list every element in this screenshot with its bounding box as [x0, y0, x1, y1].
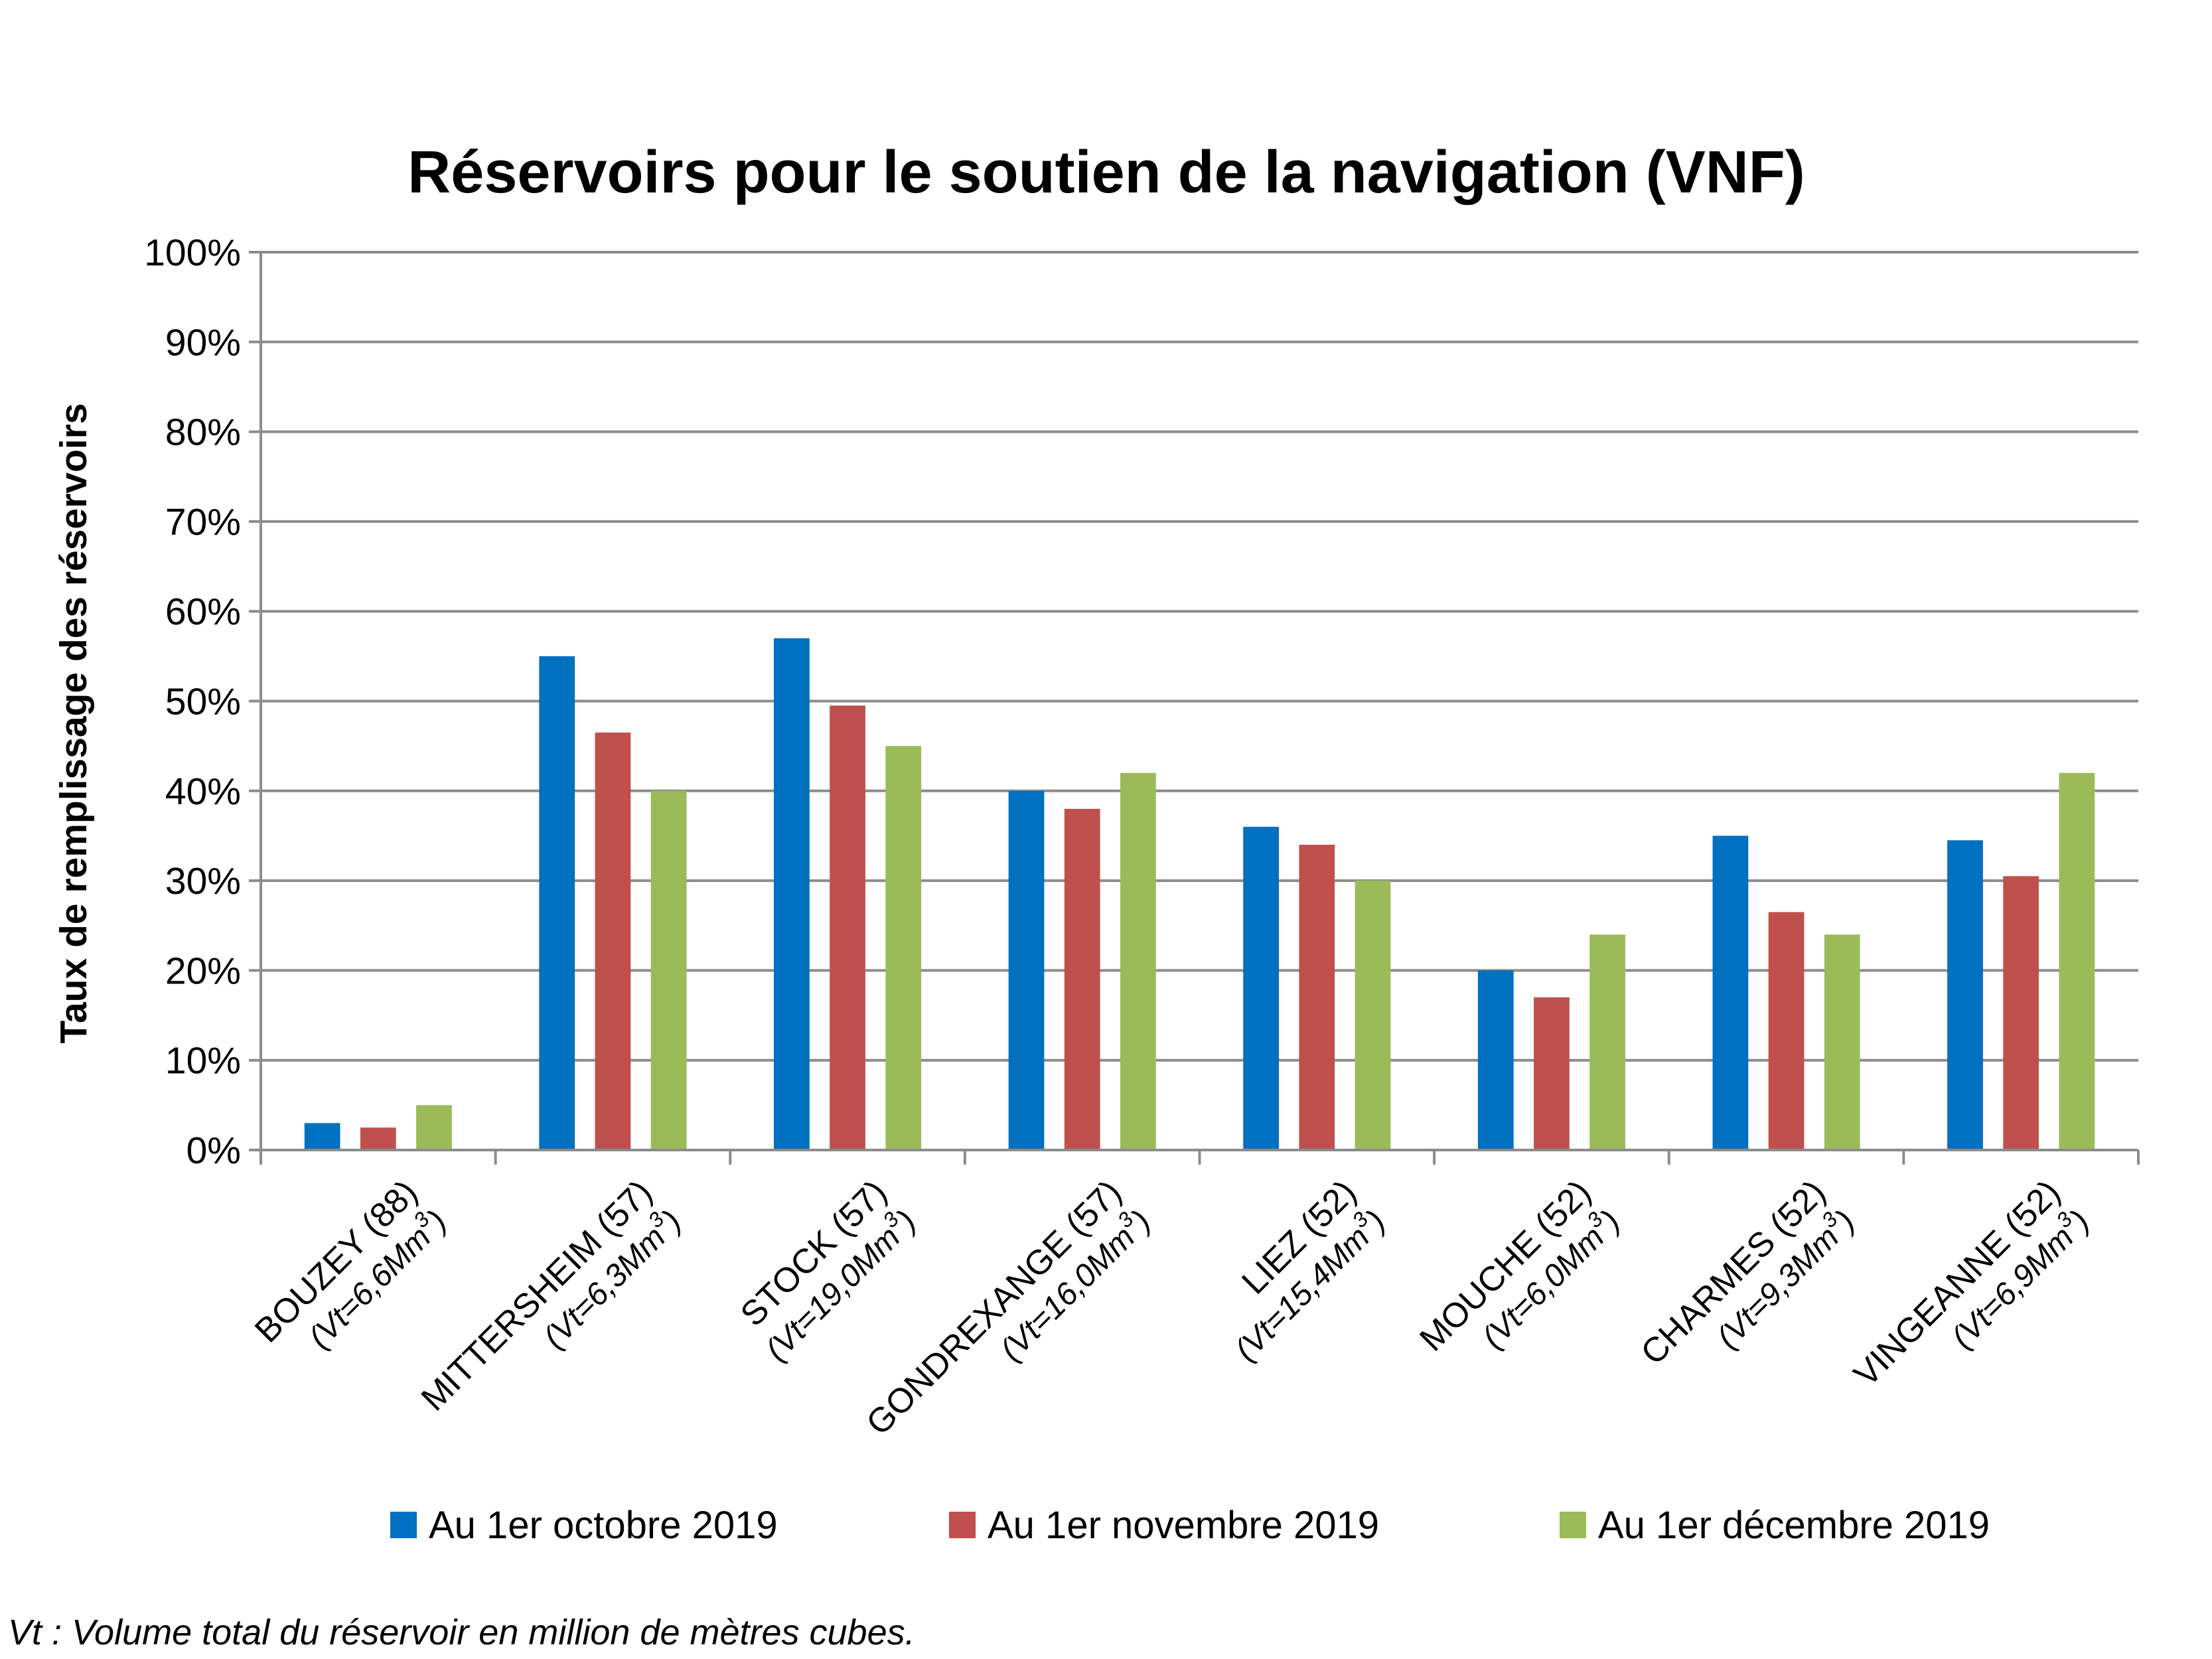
- category-name: MITTERSHEIM (57): [414, 1173, 660, 1418]
- y-tick-label: 100%: [144, 232, 241, 274]
- bar: [1008, 790, 1045, 1150]
- y-axis-label: Taux de remplissage des réservoirs: [52, 403, 95, 1043]
- y-tick-label: 10%: [165, 1040, 241, 1082]
- bar: [304, 1123, 340, 1150]
- y-tick-label: 40%: [165, 770, 241, 813]
- x-tick-label: MITTERSHEIM (57)(Vt=6,3Mm3): [414, 1173, 688, 1418]
- legend-label: Au 1er novembre 2019: [988, 1504, 1379, 1547]
- legend-label: Au 1er décembre 2019: [1598, 1504, 1990, 1547]
- x-tick-label: LIEZ (52)(Vt=15,4Mm3): [1228, 1173, 1392, 1368]
- bar: [830, 705, 865, 1150]
- x-tick-label: MOUCHE (52)(Vt=6,0Mm3): [1412, 1173, 1627, 1358]
- bar: [2059, 772, 2095, 1150]
- bar: [1299, 844, 1335, 1150]
- bar: [1824, 934, 1860, 1150]
- bar: [1064, 808, 1100, 1150]
- x-tick-label: STOCK (57)(Vt=19,0Mm3): [733, 1173, 923, 1368]
- bar: [1120, 772, 1156, 1150]
- chart-title: Réservoirs pour le soutien de la navigat…: [407, 139, 1805, 206]
- y-tick-label: 90%: [165, 321, 241, 364]
- y-tick-label: 30%: [165, 860, 241, 902]
- legend-swatch: [390, 1512, 417, 1538]
- y-tick-labels: 0% 10% 20% 30% 40% 50% 60% 70% 80% 90% 100%: [144, 232, 261, 1172]
- legend-swatch: [949, 1512, 976, 1538]
- bars: [304, 638, 2095, 1150]
- bar: [1947, 840, 1983, 1150]
- y-tick-label: 0%: [186, 1129, 241, 1172]
- x-tick-label: BOUZEY (88)(Vt=6,6Mm3): [248, 1173, 453, 1355]
- bar: [1243, 826, 1280, 1150]
- bar: [416, 1105, 452, 1150]
- bar: [360, 1127, 396, 1150]
- bar: [2003, 876, 2039, 1150]
- bar: [1355, 881, 1391, 1150]
- bar: [1768, 912, 1805, 1150]
- legend: Au 1er octobre 2019 Au 1er novembre 2019 A…: [390, 1504, 1990, 1547]
- x-tick-label: VINGEANNE (52)(Vt=6,9Mm3): [1846, 1173, 2096, 1394]
- bar: [1712, 835, 1749, 1150]
- bar: [595, 732, 631, 1150]
- legend-label: Au 1er octobre 2019: [429, 1504, 778, 1547]
- axes: [259, 252, 2140, 1165]
- bar: [1534, 997, 1570, 1150]
- bar: [1477, 970, 1514, 1150]
- y-tick-label: 60%: [165, 591, 241, 633]
- x-tick-label: CHARMES (52)(Vt=9,3Mm3): [1634, 1173, 1862, 1372]
- bar: [774, 638, 810, 1150]
- bar: [539, 656, 575, 1150]
- x-tick-labels: BOUZEY (88)(Vt=6,6Mm3)MITTERSHEIM (57)(V…: [248, 1173, 2097, 1443]
- legend-swatch: [1560, 1512, 1586, 1538]
- bar: [650, 790, 687, 1150]
- footnote: Vt : Volume total du réservoir en millio…: [8, 1613, 915, 1652]
- y-tick-label: 50%: [165, 681, 241, 723]
- y-tick-label: 20%: [165, 950, 241, 992]
- bar: [1589, 934, 1625, 1150]
- bar: [885, 746, 922, 1150]
- y-tick-label: 80%: [165, 411, 241, 454]
- y-tick-label: 70%: [165, 501, 241, 543]
